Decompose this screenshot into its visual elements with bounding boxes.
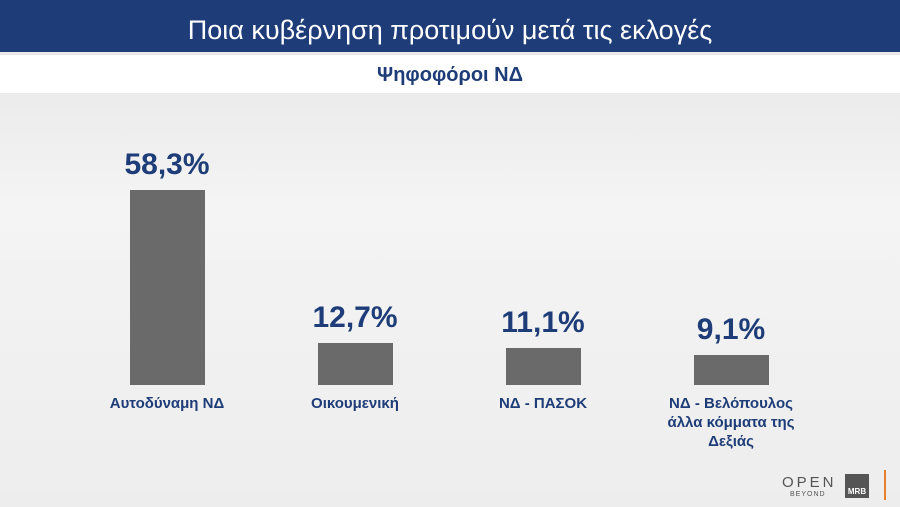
chart-title: Ποια κυβέρνηση προτιμούν μετά τις εκλογέ… xyxy=(0,0,900,52)
category-label: Οικουμενική xyxy=(311,395,399,412)
channel-logo: OPEN xyxy=(782,474,837,491)
category-label: ΝΔ - Βελόπουλος άλλα κόμματα της Δεξιάς xyxy=(667,395,795,450)
pollster-logo: MRB xyxy=(845,474,869,498)
category-label: Αυτοδύναμη ΝΔ xyxy=(109,395,225,412)
bar xyxy=(505,347,581,385)
bar xyxy=(693,354,769,385)
value-label: 11,1% xyxy=(501,305,585,339)
bar xyxy=(129,189,205,385)
logo-divider xyxy=(884,470,886,500)
category-label: ΝΔ - ΠΑΣΟΚ xyxy=(498,395,588,412)
value-label: 58,3% xyxy=(124,147,210,181)
chart-subtitle: Ψηφοφόροι ΝΔ xyxy=(0,55,900,93)
channel-tagline: BEYOND xyxy=(790,491,826,498)
value-label: 12,7% xyxy=(312,300,398,334)
bar xyxy=(317,342,393,385)
value-label: 9,1% xyxy=(696,312,766,346)
